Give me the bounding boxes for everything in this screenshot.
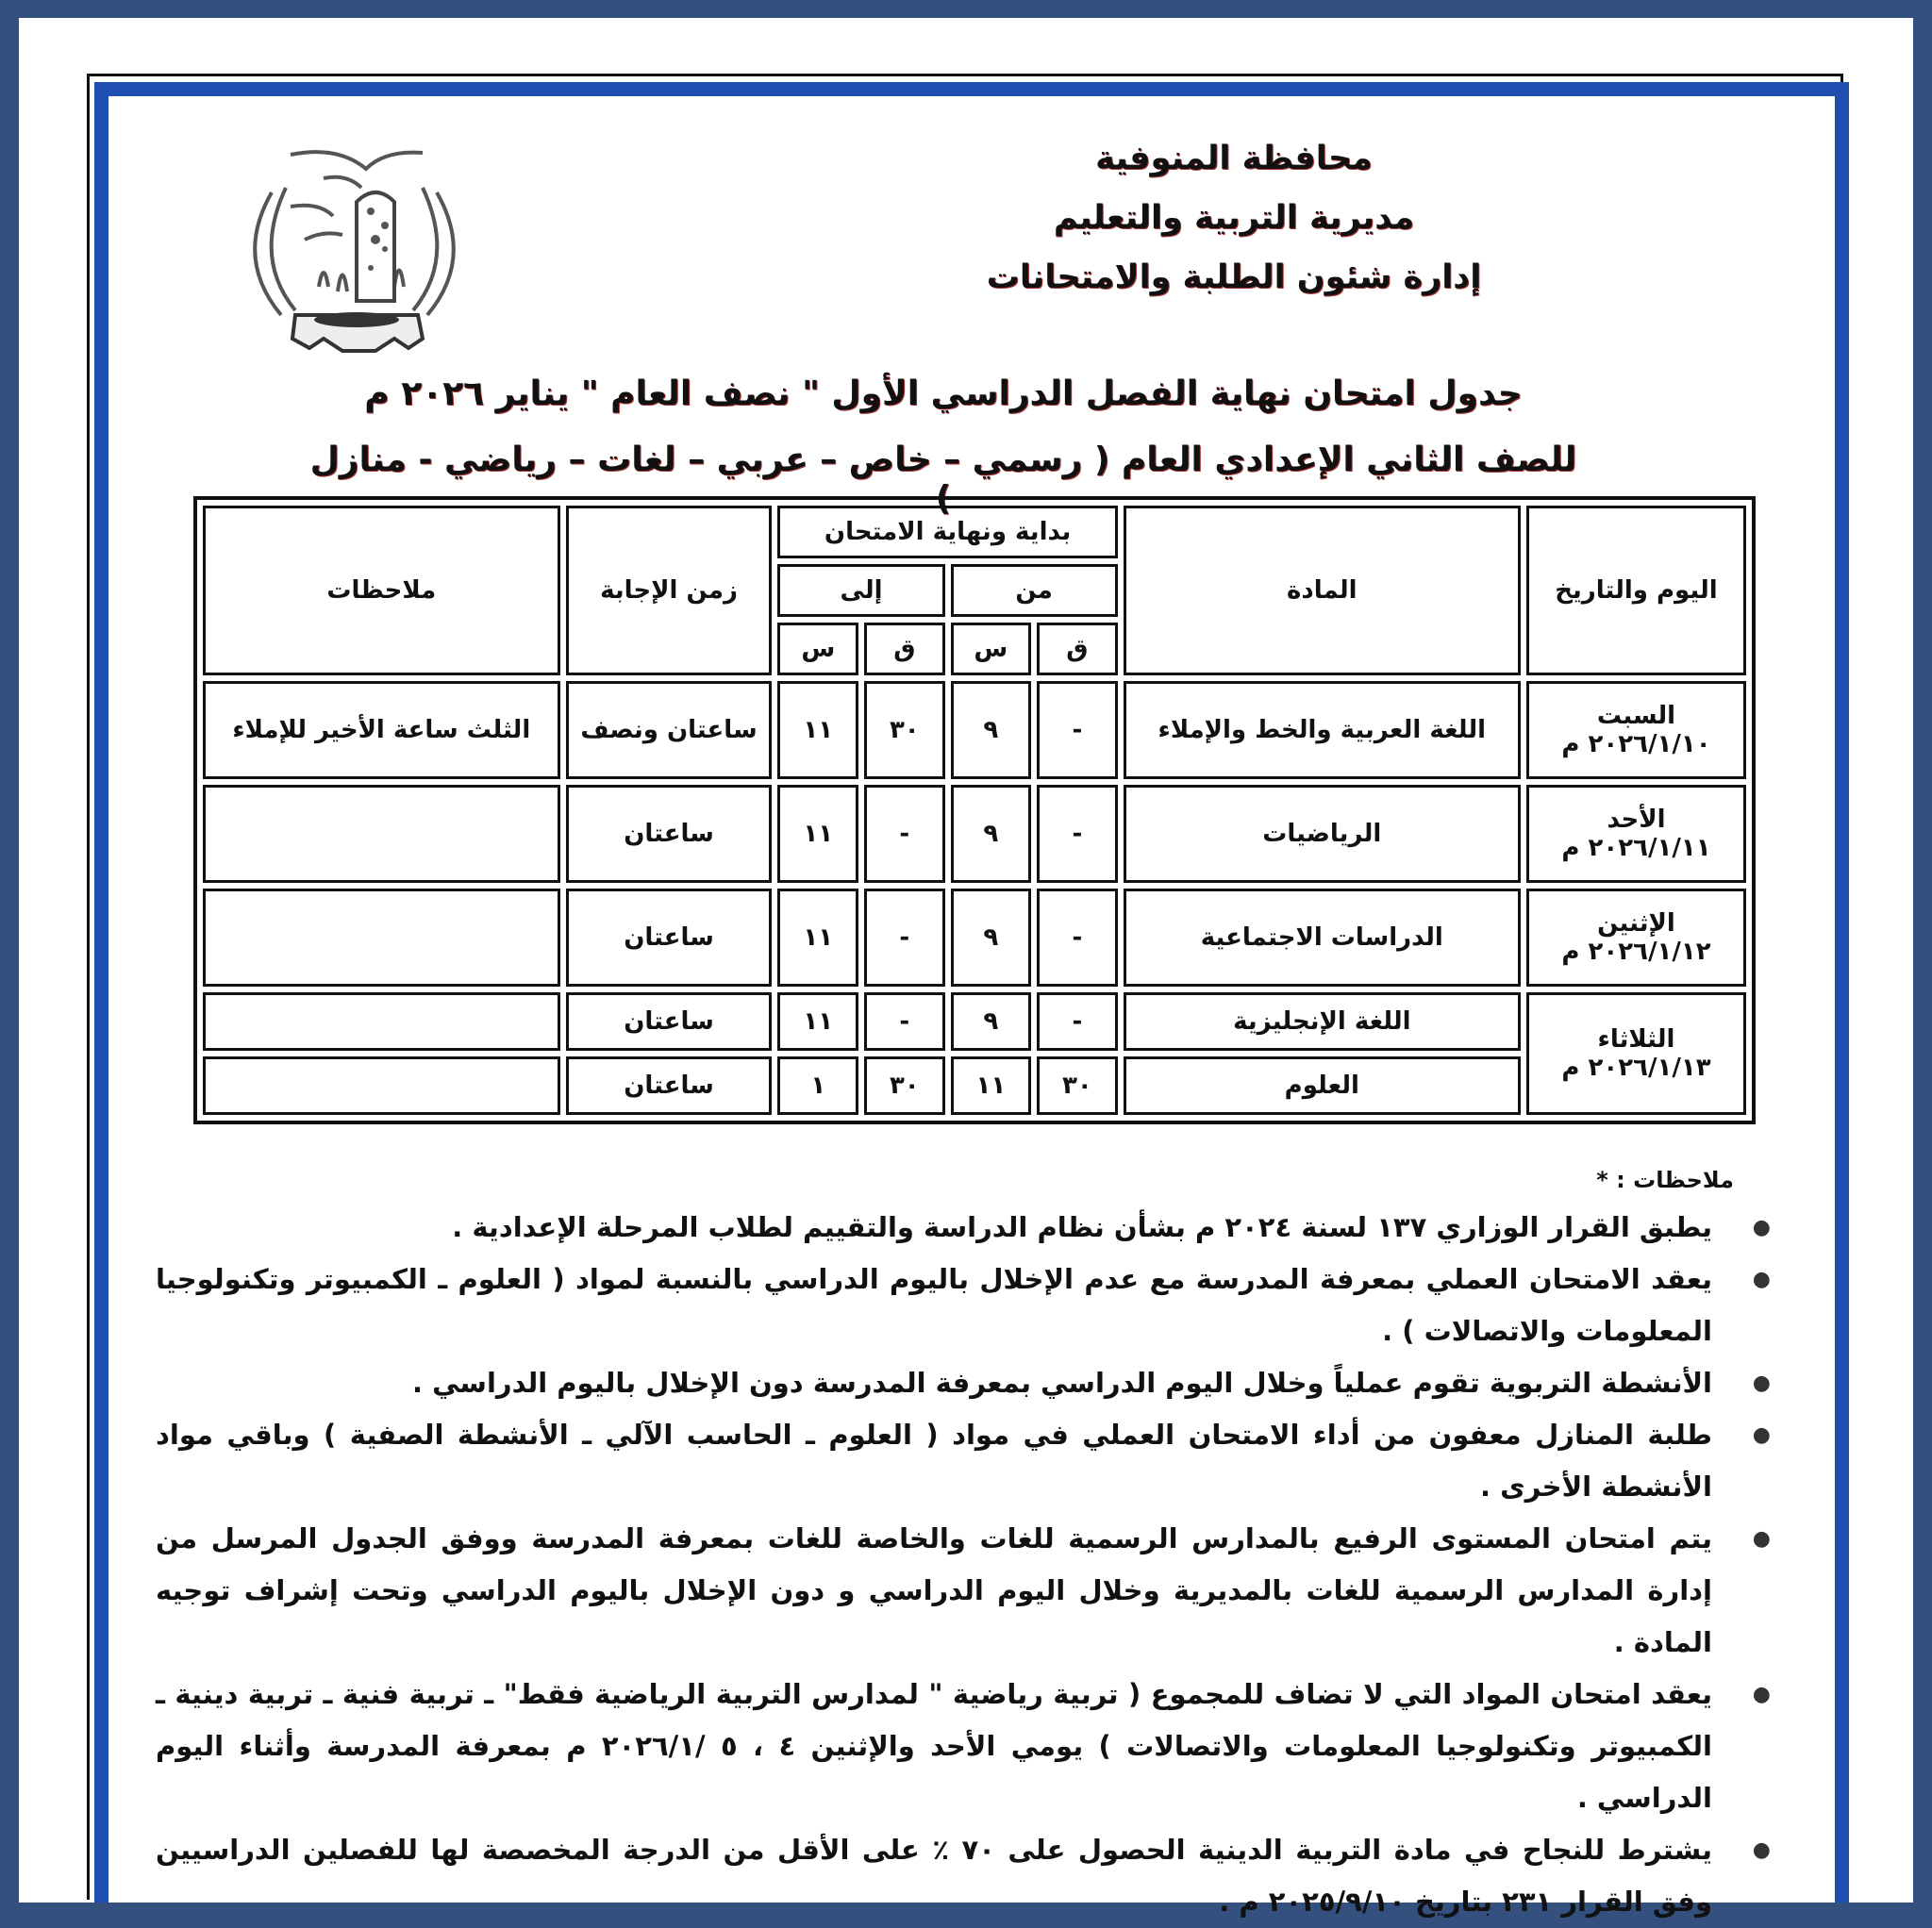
table-header-row: ق س ق س (203, 623, 1746, 675)
from-minute-cell: - (1037, 681, 1118, 779)
header-subject: المادة (1123, 506, 1521, 675)
day: الثلاثاء (1597, 1025, 1675, 1054)
schedule-subtitle: للصف الثاني الإعدادي العام ( رسمي – خاص … (309, 440, 1577, 518)
note-cell: الثلث ساعة الأخير للإملاء (203, 681, 560, 779)
bullet-icon: ● (1752, 1838, 1771, 1862)
from-hour-cell: ٩ (950, 785, 1032, 883)
from-hour-cell: ١١ (950, 1056, 1032, 1115)
to-minute-cell: - (864, 992, 945, 1051)
header-notes: ملاحظات (203, 506, 560, 675)
subject-cell: اللغة الإنجليزية (1123, 992, 1521, 1051)
list-item: ● يتم امتحان المستوى الرفيع بالمدارس الرس… (156, 1513, 1778, 1669)
header-to: إلى (777, 564, 945, 617)
to-minute-cell: ٣٠ (864, 681, 945, 779)
bullet-icon: ● (1752, 1268, 1771, 1291)
bullet-icon: ● (1752, 1423, 1771, 1447)
header-from-hour: س (950, 623, 1032, 675)
date: ٢٠٢٦/١/١١ م (1561, 834, 1711, 862)
notes-list: ● يطبق القرار الوزاري ١٣٧ لسنة ٢٠٢٤ م بشأ… (156, 1202, 1778, 1928)
from-minute-cell: - (1037, 889, 1118, 987)
bullet-icon: ● (1752, 1371, 1771, 1395)
to-hour-cell: ١ (777, 1056, 859, 1115)
list-item: ● يشترط للنجاح في مادة التربية الدينية ال… (156, 1824, 1778, 1928)
header-to-hour: س (777, 623, 859, 675)
note-text: طلبة المنازل معفون من أداء الامتحان العم… (156, 1419, 1712, 1503)
from-minute-cell: - (1037, 992, 1118, 1051)
subject-cell: الرياضيات (1123, 785, 1521, 883)
to-hour-cell: ١١ (777, 889, 859, 987)
to-minute-cell: - (864, 785, 945, 883)
notes-heading: ملاحظات : * (1596, 1167, 1734, 1193)
department-name: إدارة شئون الطلبة والامتحانات (986, 258, 1482, 296)
header-to-minute: ق (864, 623, 945, 675)
duration-cell: ساعتان ونصف (565, 681, 773, 779)
note-text: يطبق القرار الوزاري ١٣٧ لسنة ٢٠٢٤ م بشأن… (452, 1211, 1712, 1243)
note-cell (203, 889, 560, 987)
day-date-cell: الأحد ٢٠٢٦/١/١١ م (1525, 785, 1746, 883)
table-row: السبت ٢٠٢٦/١/١٠ م اللغة العربية والخط وال… (203, 681, 1746, 779)
list-item: ● يعقد الامتحان العملي بمعرفة المدرسة مع … (156, 1254, 1778, 1357)
note-text: يعقد امتحان المواد التي لا تضاف للمجموع … (156, 1678, 1712, 1814)
from-hour-cell: ٩ (950, 992, 1032, 1051)
governorate-name: محافظة المنوفية (1095, 140, 1373, 177)
from-hour-cell: ٩ (950, 889, 1032, 987)
list-item: ● طلبة المنازل معفون من أداء الامتحان الع… (156, 1409, 1778, 1513)
header-from-minute: ق (1037, 623, 1118, 675)
duration-cell: ساعتان (565, 992, 773, 1051)
day: السبت (1596, 702, 1676, 730)
date: ٢٠٢٦/١/١٢ م (1561, 938, 1711, 966)
document-page: محافظة المنوفية مديرية التربية والتعليم … (19, 18, 1913, 1918)
table-row: الثلاثاء ٢٠٢٦/١/١٣ م اللغة الإنجليزية - ٩… (203, 992, 1746, 1115)
duration-cell: ساعتان (565, 785, 773, 883)
header-day-date: اليوم والتاريخ (1525, 506, 1746, 675)
duration-cell: ساعتان (565, 889, 773, 987)
bullet-icon: ● (1752, 1216, 1771, 1239)
from-minute-cell: ٣٠ (1037, 1056, 1118, 1115)
to-minute-cell: ٣٠ (864, 1056, 945, 1115)
page-frame-blue (94, 82, 1849, 1903)
note-cell (203, 785, 560, 883)
from-hour-cell: ٩ (950, 681, 1032, 779)
to-minute-cell: - (864, 889, 945, 987)
bullet-icon: ● (1752, 1683, 1771, 1706)
subject-cell: الدراسات الاجتماعية (1123, 889, 1521, 987)
day-date-cell: الإثنين ٢٠٢٦/١/١٢ م (1525, 889, 1746, 987)
subject-cell: العلوم (1123, 1056, 1521, 1115)
table-header-row: اليوم والتاريخ المادة بداية ونهاية الامت… (203, 506, 1746, 675)
note-cell (203, 992, 560, 1051)
list-item: ● يطبق القرار الوزاري ١٣٧ لسنة ٢٠٢٤ م بشأ… (156, 1202, 1778, 1254)
to-hour-cell: ١١ (777, 992, 859, 1051)
table-row: الأحد ٢٠٢٦/١/١١ م الرياضيات - ٩ - ١١ ساعت… (203, 785, 1746, 883)
table-row: الإثنين ٢٠٢٦/١/١٢ م الدراسات الاجتماعية -… (203, 889, 1746, 987)
note-text: يتم امتحان المستوى الرفيع بالمدارس الرسم… (156, 1522, 1712, 1658)
directorate-name: مديرية التربية والتعليم (1053, 199, 1415, 237)
day-date-cell: الثلاثاء ٢٠٢٦/١/١٣ م (1525, 992, 1746, 1115)
note-text: يعقد الامتحان العملي بمعرفة المدرسة مع ع… (156, 1263, 1712, 1347)
emblem-dove-tower-gear-icon (234, 136, 479, 362)
day-date-cell: السبت ٢٠٢٦/١/١٠ م (1525, 681, 1746, 779)
day: الأحد (1607, 806, 1666, 834)
from-minute-cell: - (1037, 785, 1118, 883)
issuer-header: محافظة المنوفية مديرية التربية والتعليم … (951, 129, 1517, 307)
note-text: الأنشطة التربوية تقوم عملياً وخلال اليوم… (411, 1367, 1712, 1399)
bullet-icon: ● (1752, 1527, 1771, 1551)
schedule-title: جدول امتحان نهاية الفصل الدراسي الأول " … (364, 374, 1523, 413)
date: ٢٠٢٦/١/١٠ م (1561, 730, 1711, 758)
note-text: يشترط للنجاح في مادة التربية الدينية الح… (156, 1834, 1712, 1918)
duration-cell: ساعتان (565, 1056, 773, 1115)
subject-cell: اللغة العربية والخط والإملاء (1123, 681, 1521, 779)
date: ٢٠٢٦/١/١٣ م (1561, 1054, 1711, 1082)
table-header-row: من إلى (203, 564, 1746, 617)
list-item: ● الأنشطة التربوية تقوم عملياً وخلال اليو… (156, 1357, 1778, 1409)
header-start-end: بداية ونهاية الامتحان (777, 506, 1118, 558)
to-hour-cell: ١١ (777, 681, 859, 779)
list-item: ● يعقد امتحان المواد التي لا تضاف للمجموع… (156, 1669, 1778, 1824)
day: الإثنين (1597, 909, 1675, 938)
note-cell (203, 1056, 560, 1115)
exam-schedule-table: اليوم والتاريخ المادة بداية ونهاية الامت… (193, 496, 1756, 1124)
header-from: من (950, 564, 1118, 617)
table-row: العلوم ٣٠ ١١ ٣٠ ١ ساعتان (203, 1056, 1746, 1115)
header-duration: زمن الإجابة (565, 506, 773, 675)
to-hour-cell: ١١ (777, 785, 859, 883)
